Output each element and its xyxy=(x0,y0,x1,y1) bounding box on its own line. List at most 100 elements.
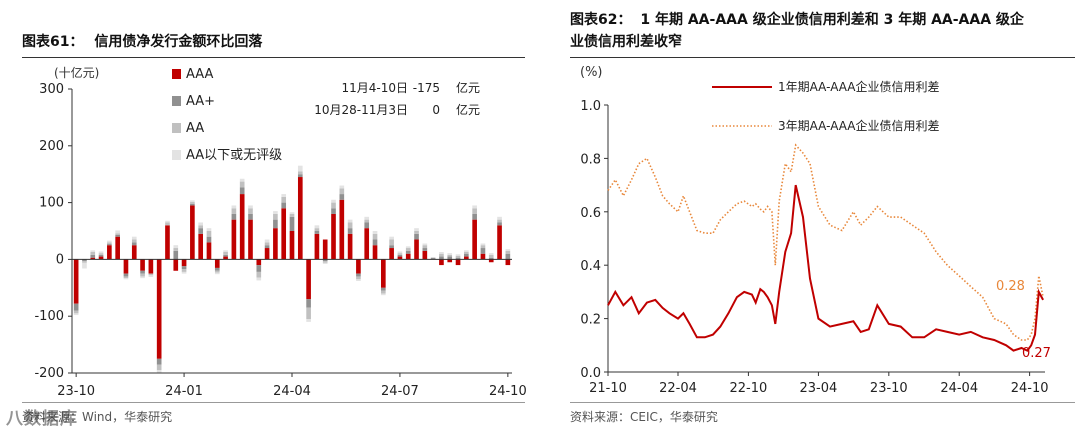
right-chart-panel: 图表62： 1 年期 AA-AAA 级企业债信用利差和 3 年期 AA-AAA … xyxy=(560,0,1080,434)
bar-segment xyxy=(347,219,353,223)
bar-segment xyxy=(464,250,469,253)
bar-segment xyxy=(248,208,253,214)
bar-segment xyxy=(422,248,428,251)
bar-segment xyxy=(422,243,428,246)
bar-segment xyxy=(223,250,228,253)
bar-segment xyxy=(297,174,303,178)
left-y-tick-label: 0 xyxy=(56,252,64,267)
bar-segment xyxy=(273,211,278,214)
bar-segment xyxy=(90,257,96,260)
bar-segment xyxy=(156,358,162,365)
bar-segment xyxy=(273,228,278,260)
right-title-line2: 业债信用利差收窄 xyxy=(570,34,682,50)
bar-segment xyxy=(98,253,104,255)
bar-segment xyxy=(115,234,120,237)
bar-segment xyxy=(331,202,336,209)
right-x-tick-label: 23-10 xyxy=(870,381,908,396)
bar-segment xyxy=(90,254,96,258)
bar-segment xyxy=(339,199,345,260)
bar-segment xyxy=(231,219,237,260)
bar-segment xyxy=(181,259,187,267)
bar-segment xyxy=(190,200,195,203)
bar-segment xyxy=(190,205,195,260)
bar-segment xyxy=(364,216,370,220)
left-y-tick-label: -200 xyxy=(34,366,64,381)
bar-segment xyxy=(190,203,195,206)
bar-segment xyxy=(397,253,403,255)
line-series-three-year xyxy=(607,143,1044,341)
bar-segment xyxy=(256,265,262,272)
right-y-axis-title: (%) xyxy=(580,65,603,80)
bar-segment xyxy=(239,187,245,195)
left-title-rule xyxy=(22,57,525,58)
annotation-unit: 亿元 xyxy=(456,102,480,117)
bar-segment xyxy=(364,219,370,223)
bar-segment xyxy=(90,250,96,253)
bar-segment xyxy=(372,239,378,246)
bar-segment xyxy=(256,259,262,266)
bar-segment xyxy=(90,252,96,255)
bar-segment xyxy=(472,208,477,214)
left-title-text: 信用债净发行金额环比回落 xyxy=(94,34,263,50)
right-chart-title: 图表62： 1 年期 AA-AAA 级企业债信用利差和 3 年期 AA-AAA … xyxy=(570,9,1075,53)
bar-segment xyxy=(414,239,419,260)
bar-segment xyxy=(264,248,270,260)
bar-segment xyxy=(281,194,287,197)
bar-segment xyxy=(140,276,145,279)
legend-label: AAA xyxy=(186,67,214,82)
watermark-logo: 八数据库 xyxy=(6,409,78,429)
left-figure-number: 图表61： xyxy=(22,34,84,50)
bar-segment xyxy=(107,242,112,245)
bar-segment xyxy=(73,313,79,316)
bar-segment xyxy=(231,205,237,209)
annotation-unit: 亿元 xyxy=(456,80,480,95)
bar-segment xyxy=(131,242,137,246)
bar-segment xyxy=(414,231,419,234)
legend-swatch xyxy=(172,96,181,106)
bar-segment xyxy=(331,213,336,260)
bar-segment xyxy=(256,271,262,278)
bar-segment xyxy=(223,254,228,257)
bar-segment xyxy=(339,188,345,195)
bar-segment xyxy=(181,266,187,270)
bar-segment xyxy=(289,231,295,260)
bar-segment xyxy=(464,256,469,260)
bar-segment xyxy=(231,208,237,214)
bar-segment xyxy=(173,259,179,271)
line-series-one-year xyxy=(607,184,1044,352)
bar-segment xyxy=(439,259,444,266)
legend-swatch xyxy=(172,123,181,133)
bar-segment xyxy=(447,259,453,263)
bar-segment xyxy=(214,267,220,271)
bar-segment xyxy=(306,319,311,322)
left-y-tick-label: -100 xyxy=(34,309,64,324)
bar-segment xyxy=(98,254,104,257)
bar-segment xyxy=(289,213,295,217)
bar-segment xyxy=(480,243,486,246)
bar-segment xyxy=(73,303,79,311)
right-y-tick-label: 1.0 xyxy=(580,99,601,114)
bar-segment xyxy=(322,261,328,263)
bar-segment xyxy=(123,276,129,279)
bar-segment xyxy=(289,216,295,231)
left-chart-title: 图表61： 信用债净发行金额环比回落 xyxy=(22,31,262,53)
left-y-axis-title: (十亿元) xyxy=(54,65,99,80)
bar-segment xyxy=(223,252,228,255)
bar-segment xyxy=(206,228,212,231)
bar-segment xyxy=(73,259,79,304)
left-chart-panel: 图表61： 信用债净发行金额环比回落 (十亿元) -200 -100 0 100 200 3… xyxy=(6,31,527,429)
end-label-three-year: 0.28 xyxy=(996,279,1025,294)
bar-segment xyxy=(264,242,270,246)
bar-segment xyxy=(322,262,328,264)
bar-segment xyxy=(115,233,120,235)
bar-segment xyxy=(98,251,104,254)
bar-segment xyxy=(347,228,353,234)
bar-segment xyxy=(98,256,104,260)
bar-segment xyxy=(198,233,204,260)
bar-segment xyxy=(264,239,270,243)
bar-segment xyxy=(115,236,120,260)
bar-segment xyxy=(306,307,311,320)
left-x-tick-label: 24-07 xyxy=(381,384,419,399)
bar-segment xyxy=(273,219,278,229)
bar-segment xyxy=(173,250,179,260)
